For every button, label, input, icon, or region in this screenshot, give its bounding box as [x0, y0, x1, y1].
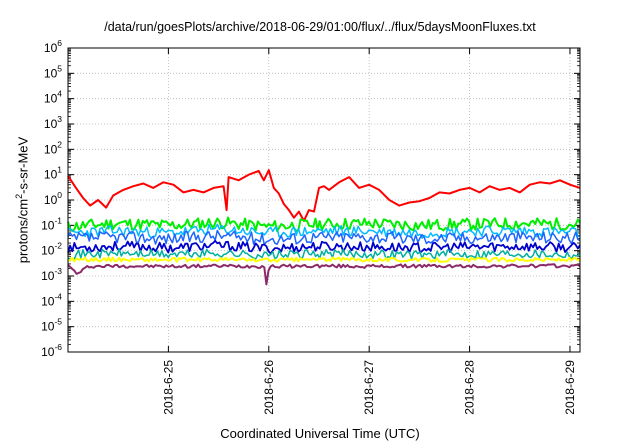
y-tick-label: 10-3: [41, 266, 62, 283]
y-axis-label-prefix: protons/cm: [15, 198, 31, 264]
series-line-1: [67, 216, 581, 233]
y-tick-label: 104: [44, 89, 62, 106]
series-line-4: [67, 239, 581, 255]
x-axis-label: Coordinated Universal Time (UTC): [220, 426, 420, 441]
x-tick-label: 2018-6-27: [362, 360, 376, 415]
y-tick-label: 10-6: [41, 342, 62, 359]
series-line-7: [67, 263, 581, 286]
y-tick-label: 10-5: [41, 317, 62, 334]
y-tick-label: 106: [44, 38, 62, 55]
chart-title: /data/run/goesPlots/archive/2018-06-29/0…: [104, 20, 536, 34]
x-tick-label: 2018-6-25: [161, 360, 175, 415]
y-axis-label-suffix: -s-sr-MeV: [15, 136, 31, 194]
x-tick-label: 2018-6-26: [262, 360, 276, 415]
y-tick-label: 105: [44, 63, 62, 80]
y-tick-label: 103: [44, 114, 62, 131]
x-tick-label: 2018-6-28: [463, 360, 477, 415]
y-axis-label-sup: 2: [14, 193, 24, 199]
plot-frame: [67, 47, 581, 353]
y-tick-label: 10-1: [41, 215, 62, 232]
series-line-6: [67, 256, 581, 263]
y-tick-label: 102: [44, 139, 62, 156]
series-line-3: [67, 229, 581, 246]
y-tick-label: 100: [44, 190, 62, 207]
y-tick-label: 101: [44, 165, 62, 182]
y-tick-label: 10-2: [41, 241, 62, 258]
y-axis-label: protons/cm2-s-sr-MeV: [14, 137, 30, 263]
x-tick-label: 2018-6-29: [563, 360, 577, 415]
series-line-5: [67, 248, 581, 260]
series-line-0: [67, 169, 581, 222]
y-tick-label: 10-4: [41, 291, 62, 308]
